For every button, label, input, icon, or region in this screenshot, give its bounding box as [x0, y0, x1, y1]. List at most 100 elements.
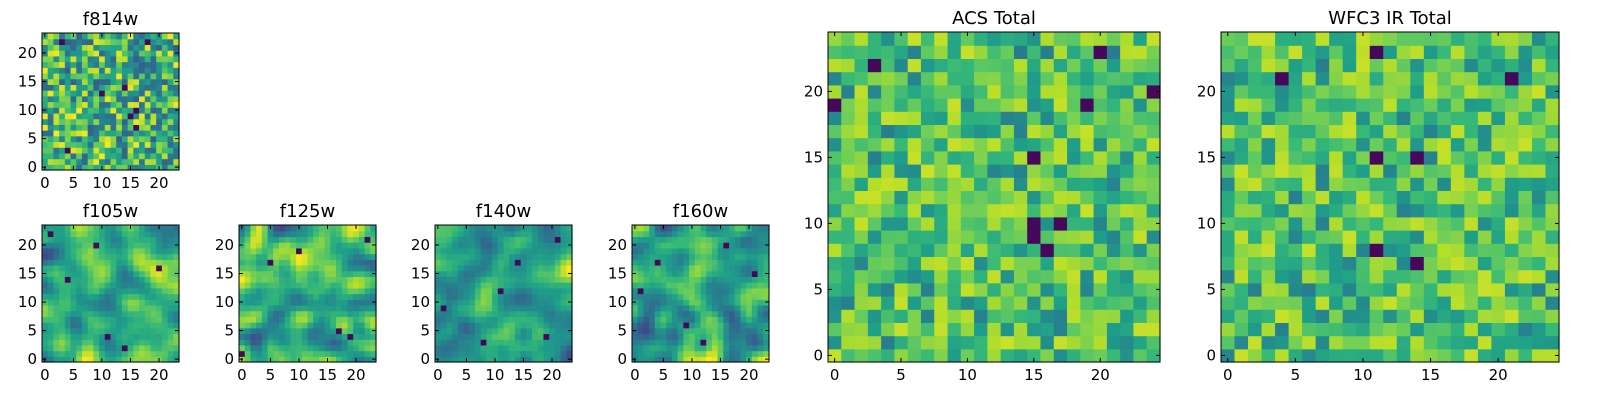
heatmap-cell	[1302, 164, 1317, 178]
heatmap-cell	[1464, 203, 1479, 218]
heatmap-cell	[723, 259, 730, 266]
heatmap-cell	[116, 38, 123, 46]
heatmap-cell	[167, 310, 174, 317]
heatmap-cell	[549, 236, 556, 243]
heatmap-cell	[70, 247, 77, 255]
heatmap-cell	[353, 276, 360, 283]
heatmap-cell	[121, 107, 129, 114]
heatmap-cell	[250, 350, 257, 357]
heatmap-cell	[70, 44, 77, 51]
heatmap-cell	[554, 270, 562, 277]
heatmap-cell	[828, 230, 842, 244]
heatmap-cell	[161, 322, 169, 329]
heatmap-cell	[1146, 256, 1161, 271]
heatmap-cell	[740, 310, 747, 317]
heatmap-cell	[53, 242, 60, 249]
heatmap-cell	[734, 339, 742, 346]
heatmap-cell	[167, 259, 174, 266]
heatmap-cell	[358, 236, 366, 243]
heatmap-cell	[341, 304, 349, 312]
heatmap-cell	[666, 316, 673, 323]
heatmap-cell	[47, 152, 55, 160]
heatmap-cell	[1450, 309, 1465, 323]
heatmap-cell	[296, 247, 303, 255]
heatmap-cell	[267, 287, 274, 295]
heatmap-cell	[480, 236, 487, 243]
heatmap-cell	[729, 333, 736, 340]
heatmap-cell	[894, 243, 909, 257]
heatmap-cell	[497, 316, 505, 323]
heatmap-cell	[121, 293, 129, 300]
heatmap-cell	[440, 310, 448, 317]
heatmap-cell	[469, 236, 476, 243]
heatmap-cell	[689, 350, 696, 357]
heatmap-cell	[167, 242, 174, 249]
heatmap-cell	[537, 327, 545, 335]
heatmap-cell	[1545, 124, 1560, 139]
heatmap-cell	[273, 333, 280, 340]
heatmap-cell	[47, 299, 55, 306]
heatmap-cell	[637, 316, 645, 323]
heatmap-cell	[1053, 322, 1068, 337]
heatmap-cell	[1531, 230, 1547, 244]
heatmap-cell	[666, 247, 673, 255]
heatmap-cell	[1356, 124, 1371, 139]
heatmap-cell	[532, 293, 539, 300]
heatmap-cell	[144, 141, 152, 148]
heatmap-cell	[643, 322, 650, 329]
heatmap-cell	[503, 276, 510, 283]
heatmap-cell	[347, 333, 354, 340]
heatmap-cell	[267, 350, 274, 357]
heatmap-cell	[1275, 124, 1290, 139]
heatmap-cell	[1491, 58, 1506, 73]
heatmap-cell	[99, 350, 106, 357]
heatmap-cell	[1423, 58, 1438, 73]
heatmap-cell	[1315, 296, 1330, 310]
heatmap-cell	[93, 61, 100, 68]
heatmap-cell	[64, 270, 72, 277]
heatmap-cell	[313, 304, 320, 312]
heatmap-cell	[139, 67, 146, 74]
heatmap-cell	[59, 141, 66, 148]
heatmap-cell	[1545, 216, 1560, 231]
heatmap-cell	[694, 327, 702, 335]
heatmap-cell	[706, 293, 713, 300]
heatmap-cell	[974, 322, 988, 337]
heatmap-cell	[1261, 58, 1276, 73]
heatmap-cell	[841, 150, 856, 165]
heatmap-cell	[1221, 335, 1236, 350]
heatmap-cell	[64, 164, 72, 171]
heatmap-cell	[47, 72, 55, 80]
heatmap-cell	[1491, 230, 1506, 244]
heatmap-cell	[370, 304, 377, 312]
heatmap-cell	[1342, 216, 1357, 231]
heatmap-cell	[1146, 150, 1161, 165]
heatmap-cell	[156, 293, 163, 300]
heatmap-cell	[740, 333, 747, 340]
heatmap-cell	[296, 276, 303, 283]
heatmap-cell	[1288, 71, 1303, 86]
heatmap-cell	[694, 270, 702, 277]
heatmap-cell	[93, 236, 100, 243]
heatmap-cell	[1477, 282, 1492, 297]
heatmap-cell	[110, 72, 117, 80]
heatmap-cell	[1133, 150, 1148, 165]
heatmap-cell	[854, 98, 869, 112]
heatmap-cell	[1450, 111, 1465, 125]
heatmap-cell	[267, 247, 274, 255]
heatmap-cell	[729, 304, 736, 312]
heatmap-cell	[1067, 58, 1081, 73]
heatmap-cell	[47, 135, 55, 143]
heatmap-cell	[1437, 216, 1452, 231]
heatmap-cell	[1288, 269, 1303, 284]
heatmap-cell	[133, 135, 140, 143]
heatmap-cell	[894, 124, 909, 139]
heatmap-cell	[1146, 111, 1161, 125]
heatmap-cell	[139, 356, 146, 363]
heatmap-cell	[1342, 84, 1357, 99]
heatmap-cell	[87, 344, 94, 352]
heatmap-cell	[1477, 98, 1492, 112]
heatmap-cell	[1491, 335, 1506, 350]
heatmap-cell	[1545, 256, 1560, 271]
heatmap-cell	[139, 112, 146, 120]
